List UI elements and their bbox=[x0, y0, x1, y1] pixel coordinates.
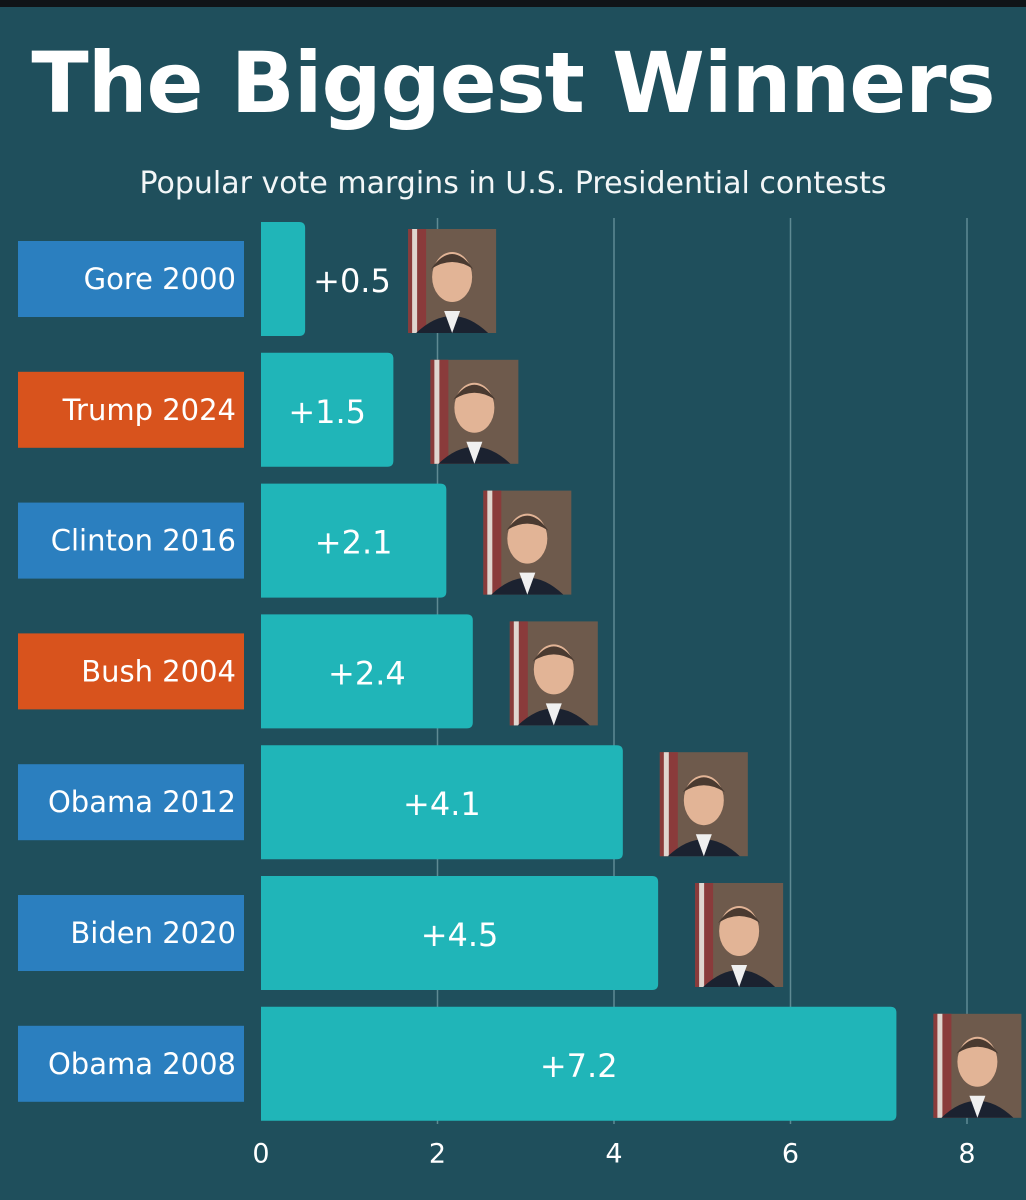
category-label-box bbox=[18, 895, 244, 971]
category-label: Biden 2020 bbox=[70, 916, 236, 950]
x-tick-label: 4 bbox=[605, 1139, 622, 1170]
category-label: Obama 2008 bbox=[48, 1047, 236, 1081]
obama-portrait-icon bbox=[933, 1013, 1022, 1118]
category-label-box bbox=[18, 502, 244, 579]
value-label: +1.5 bbox=[288, 393, 366, 431]
category-label-box bbox=[18, 764, 244, 841]
category-label: Clinton 2016 bbox=[51, 524, 236, 558]
x-tick-label: 2 bbox=[429, 1139, 446, 1170]
category-label-box bbox=[18, 241, 244, 317]
bar bbox=[261, 352, 394, 467]
value-label: +2.1 bbox=[315, 524, 393, 562]
category-label: Bush 2004 bbox=[81, 654, 236, 688]
trump-portrait-icon bbox=[430, 359, 519, 464]
top-border bbox=[0, 0, 1026, 7]
chart-title: The Biggest Winners bbox=[31, 34, 995, 132]
value-label: +0.5 bbox=[313, 262, 391, 300]
category-label: Gore 2000 bbox=[84, 262, 236, 296]
value-label: +4.5 bbox=[421, 916, 499, 954]
bar bbox=[261, 876, 659, 990]
bar bbox=[261, 745, 623, 860]
category-label-box bbox=[18, 1025, 244, 1102]
value-label: +2.4 bbox=[328, 654, 406, 692]
x-tick-label: 6 bbox=[782, 1139, 799, 1170]
x-tick-label: 8 bbox=[958, 1139, 975, 1170]
bar bbox=[261, 222, 306, 336]
clinton-portrait-icon bbox=[483, 490, 572, 595]
bar bbox=[261, 1006, 897, 1121]
obama-portrait-icon bbox=[659, 752, 748, 857]
category-label-box bbox=[18, 371, 244, 448]
bar bbox=[261, 483, 447, 598]
category-label: Obama 2012 bbox=[48, 785, 236, 819]
x-tick-label: 0 bbox=[252, 1139, 269, 1170]
gore-portrait-icon bbox=[408, 229, 497, 333]
biden-portrait-icon bbox=[695, 883, 784, 987]
category-label: Trump 2024 bbox=[62, 393, 236, 427]
bar bbox=[261, 614, 473, 729]
category-label-box bbox=[18, 633, 244, 710]
value-label: +7.2 bbox=[540, 1047, 618, 1085]
chart-subtitle: Popular vote margins in U.S. Presidentia… bbox=[139, 166, 887, 201]
bush-portrait-icon bbox=[509, 621, 598, 726]
value-label: +4.1 bbox=[403, 785, 481, 823]
